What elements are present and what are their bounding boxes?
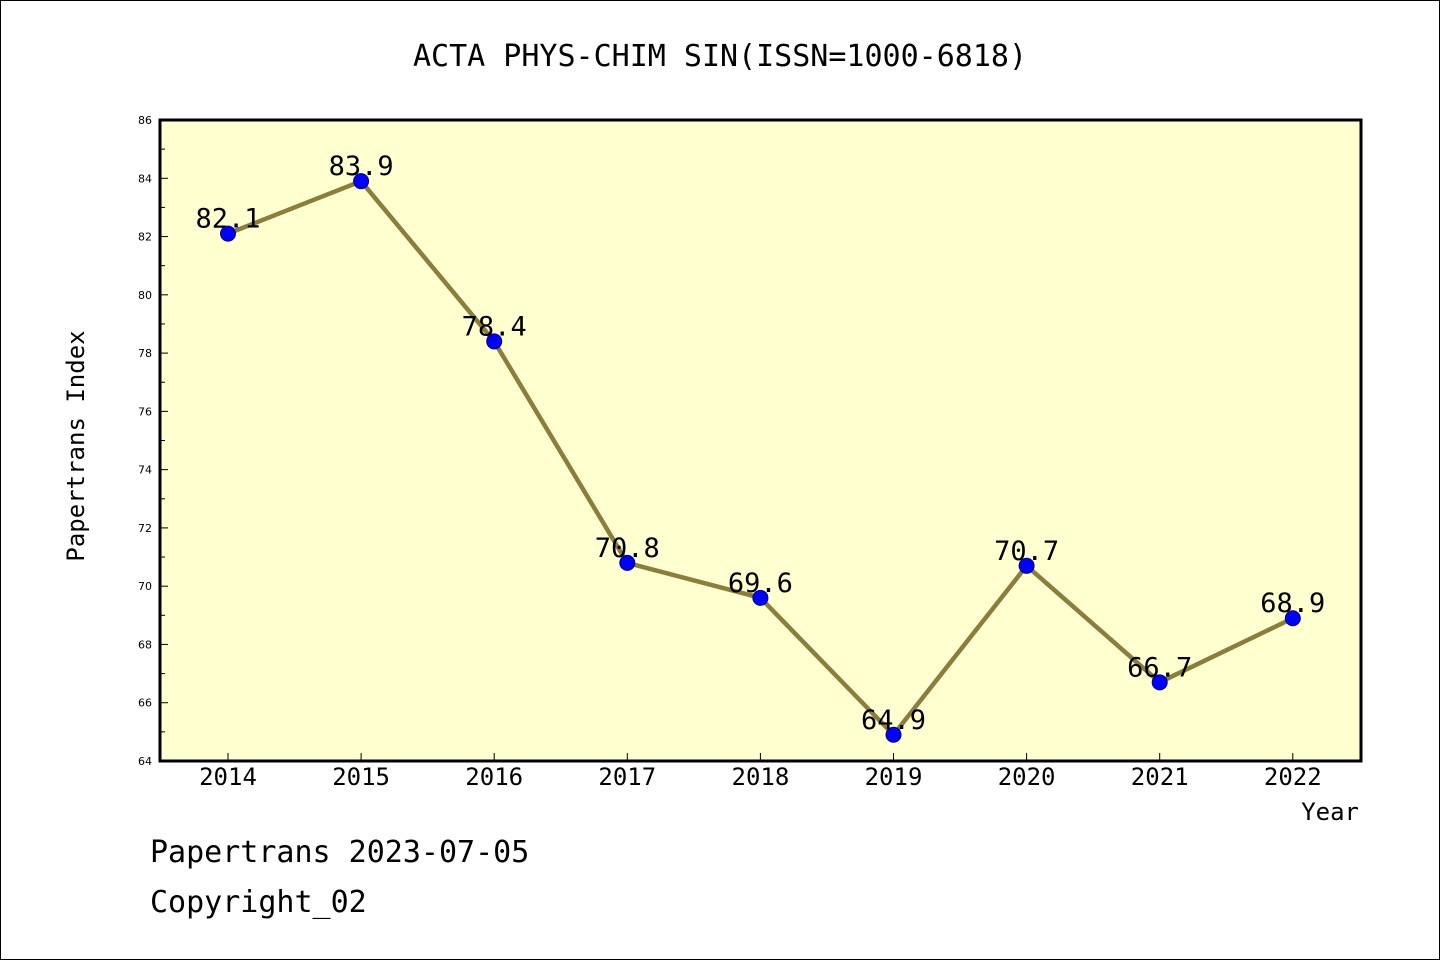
- data-point: [220, 225, 236, 242]
- data-label: 64.9: [861, 705, 926, 736]
- chart-title: ACTA PHYS-CHIM SIN(ISSN=1000-6818): [413, 39, 1027, 74]
- y-tick-label: 74: [138, 464, 152, 477]
- data-label: 83.9: [329, 151, 394, 182]
- y-axis-label: Papertrans Index: [62, 330, 90, 561]
- y-tick-label: 78: [138, 347, 152, 360]
- data-label: 70.8: [595, 533, 660, 564]
- x-tick-label: 2018: [732, 763, 790, 791]
- data-point: [752, 589, 769, 606]
- data-point: [1284, 610, 1301, 627]
- x-tick-label: 2020: [998, 763, 1056, 791]
- y-axis: 64 66 68 70 72 74 76 78 80 82 84 86: [138, 114, 168, 768]
- series-group: 82.1 83.9 78.4 70.8 69.6 64.9 70.7 66.7 68.9: [195, 151, 1325, 743]
- x-tick-label: 2016: [465, 763, 523, 791]
- data-label: 68.9: [1260, 588, 1325, 619]
- footer-date: Papertrans 2023-07-05: [150, 835, 530, 870]
- y-tick-label: 66: [138, 697, 152, 710]
- y-tick-label: 70: [138, 580, 152, 593]
- data-label: 69.6: [728, 568, 793, 599]
- data-label: 82.1: [195, 204, 260, 235]
- x-axis: 2014 2015 2016 2017 2018 2019 2020 2021 2022: [199, 753, 1322, 791]
- data-label: 66.7: [1127, 652, 1192, 683]
- x-tick-label: 2021: [1131, 763, 1189, 791]
- y-tick-label: 68: [138, 638, 152, 651]
- data-label: 78.4: [462, 311, 527, 342]
- footer-copyright: Copyright_02: [150, 885, 367, 920]
- y-tick-label: 76: [138, 405, 152, 418]
- plot-area: [158, 118, 1363, 763]
- data-point: [885, 726, 902, 743]
- data-point: [619, 554, 636, 571]
- x-tick-label: 2015: [332, 763, 390, 791]
- data-point: [353, 173, 370, 190]
- data-label: 70.7: [994, 536, 1059, 567]
- x-tick-label: 2017: [598, 763, 656, 791]
- x-tick-label: 2014: [199, 763, 257, 791]
- data-point: [1151, 674, 1168, 691]
- x-tick-label: 2022: [1264, 763, 1322, 791]
- y-tick-label: 84: [138, 172, 152, 185]
- y-tick-label: 82: [138, 231, 152, 244]
- y-tick-label: 80: [138, 289, 152, 302]
- x-tick-label: 2019: [865, 763, 923, 791]
- y-tick-label: 86: [138, 114, 152, 127]
- data-point: [1018, 557, 1035, 574]
- y-tick-label: 72: [138, 522, 152, 535]
- x-axis-label: Year: [1301, 798, 1359, 826]
- y-tick-label: 64: [138, 755, 152, 768]
- data-point: [486, 333, 503, 350]
